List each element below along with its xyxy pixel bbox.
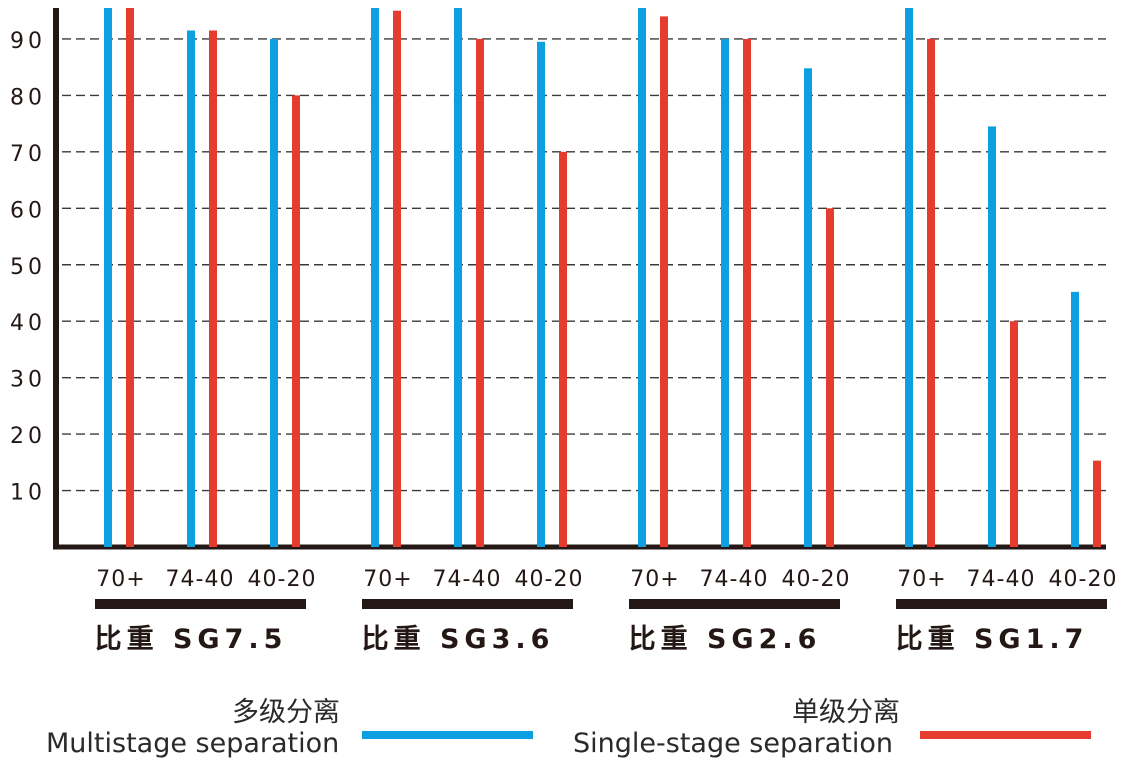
x-category-label: 74-40 bbox=[433, 567, 502, 592]
bar-single-stage bbox=[826, 208, 834, 548]
bar-single-stage bbox=[209, 30, 217, 548]
x-category-label: 70+ bbox=[630, 567, 679, 592]
x-category-label: 40-20 bbox=[248, 567, 317, 592]
bar-multistage bbox=[454, 8, 462, 547]
y-tick-label: 60 bbox=[10, 198, 46, 223]
bar-multistage bbox=[905, 8, 913, 547]
bar-single-stage bbox=[126, 8, 134, 547]
legend-single-stage-en: Single-stage separation bbox=[573, 728, 894, 759]
bar-single-stage bbox=[1010, 321, 1018, 547]
group-label: 比重 SG1.7 bbox=[896, 624, 1089, 655]
group-label: 比重 SG2.6 bbox=[629, 624, 822, 655]
bar-single-stage bbox=[927, 38, 935, 547]
x-category-label: 70+ bbox=[96, 567, 145, 592]
y-tick-label: 10 bbox=[10, 481, 46, 506]
bar-single-stage bbox=[292, 95, 300, 548]
x-category-label: 40-20 bbox=[1049, 567, 1118, 592]
bar-single-stage bbox=[1093, 460, 1101, 547]
y-tick-label: 90 bbox=[10, 29, 46, 54]
bar-multistage bbox=[721, 38, 729, 547]
y-tick-label: 50 bbox=[10, 255, 46, 280]
x-category-label: 40-20 bbox=[782, 567, 851, 592]
y-tick-label: 70 bbox=[10, 142, 46, 167]
bar-single-stage bbox=[660, 16, 668, 548]
bar-multistage bbox=[187, 30, 195, 548]
y-tick-label: 80 bbox=[10, 85, 46, 110]
y-tick-label: 30 bbox=[10, 368, 46, 393]
legend-multistage-swatch bbox=[362, 731, 533, 739]
group-underline bbox=[629, 599, 840, 609]
bar-single-stage bbox=[393, 10, 401, 548]
x-category-label: 40-20 bbox=[515, 567, 584, 592]
legend-multistage-zh: 多级分离 bbox=[232, 697, 340, 728]
legend-single-stage-zh: 单级分离 bbox=[792, 697, 900, 728]
bar-single-stage bbox=[743, 38, 751, 547]
group-underline bbox=[896, 599, 1107, 609]
y-tick-label: 20 bbox=[10, 424, 46, 449]
bar-single-stage bbox=[559, 151, 567, 547]
group-label: 比重 SG7.5 bbox=[95, 624, 288, 655]
bar-multistage bbox=[638, 8, 646, 547]
x-category-label: 74-40 bbox=[166, 567, 235, 592]
x-category-label: 70+ bbox=[363, 567, 412, 592]
bar-single-stage bbox=[476, 38, 484, 547]
bar-multistage bbox=[371, 8, 379, 547]
group-underline bbox=[95, 599, 306, 609]
bar-multistage bbox=[104, 8, 112, 547]
bar-multistage bbox=[1071, 291, 1079, 547]
bar-multistage bbox=[988, 126, 996, 547]
group-underline bbox=[362, 599, 573, 609]
x-category-label: 74-40 bbox=[700, 567, 769, 592]
legend-multistage-en: Multistage separation bbox=[46, 728, 340, 759]
group-label: 比重 SG3.6 bbox=[362, 624, 555, 655]
x-category-label: 70+ bbox=[897, 567, 946, 592]
bar-multistage bbox=[270, 38, 278, 547]
x-category-label: 74-40 bbox=[967, 567, 1036, 592]
y-tick-label: 40 bbox=[10, 311, 46, 336]
legend-single-stage-swatch bbox=[920, 731, 1091, 739]
bar-multistage bbox=[537, 41, 545, 548]
bar-multistage bbox=[804, 68, 812, 547]
